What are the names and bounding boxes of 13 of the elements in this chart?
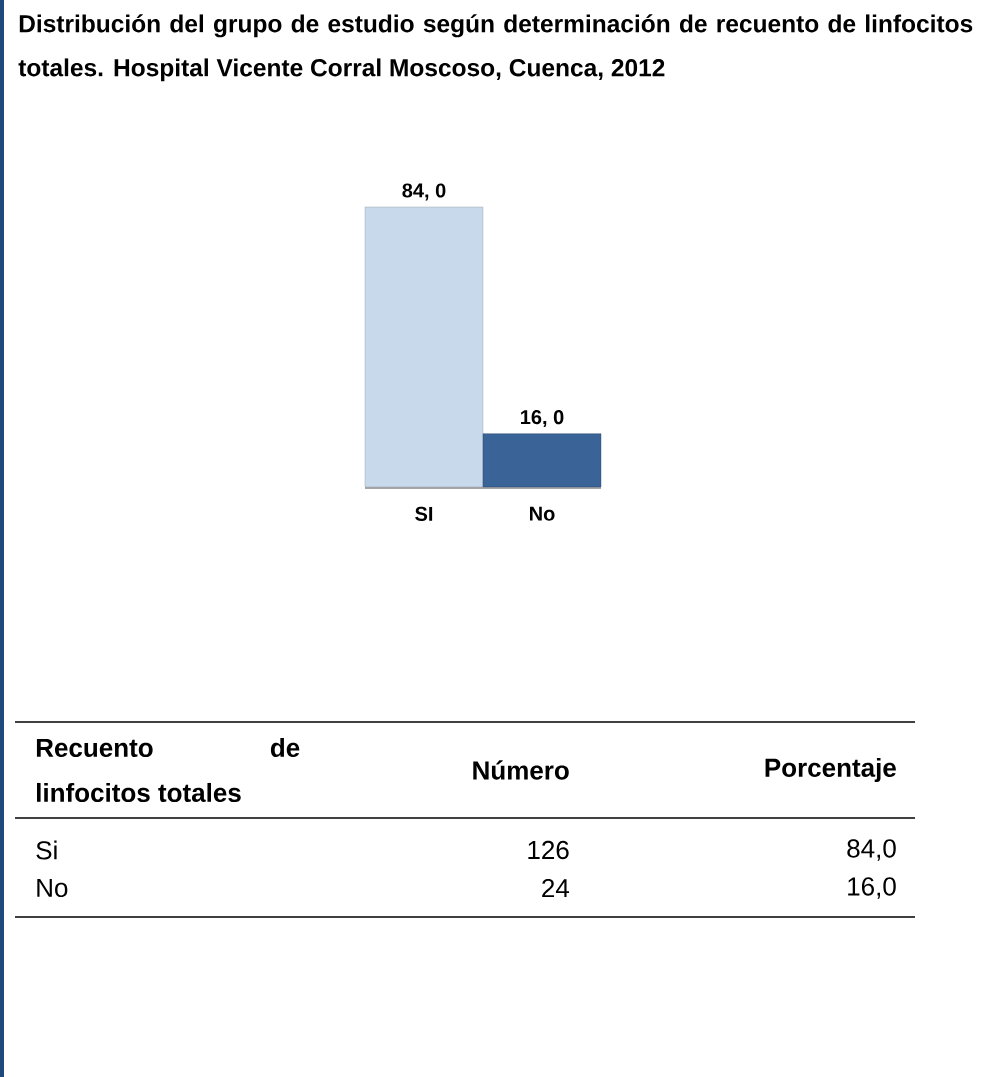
text: Número <box>473 760 569 780</box>
text: 24 <box>542 878 570 898</box>
text: Si <box>36 840 57 860</box>
text: Recuento de linfocitos totales <box>36 737 300 803</box>
data-label: 16, 0 <box>521 410 564 428</box>
chart-title: Distribución del grupo de estudio según determinación de recuento de linfocitos totales. Hospital Vicente Corral Moscoso, Cuenca, 2012 <box>18 14 973 82</box>
x-tick-label: SI <box>415 506 433 521</box>
text: 126 <box>528 840 569 860</box>
data-label: 84, 0 <box>402 183 446 201</box>
text: 16,0 <box>848 877 896 899</box>
text: 84,0 <box>847 839 896 861</box>
text: Porcentaje <box>765 757 896 783</box>
text: No <box>37 878 68 898</box>
